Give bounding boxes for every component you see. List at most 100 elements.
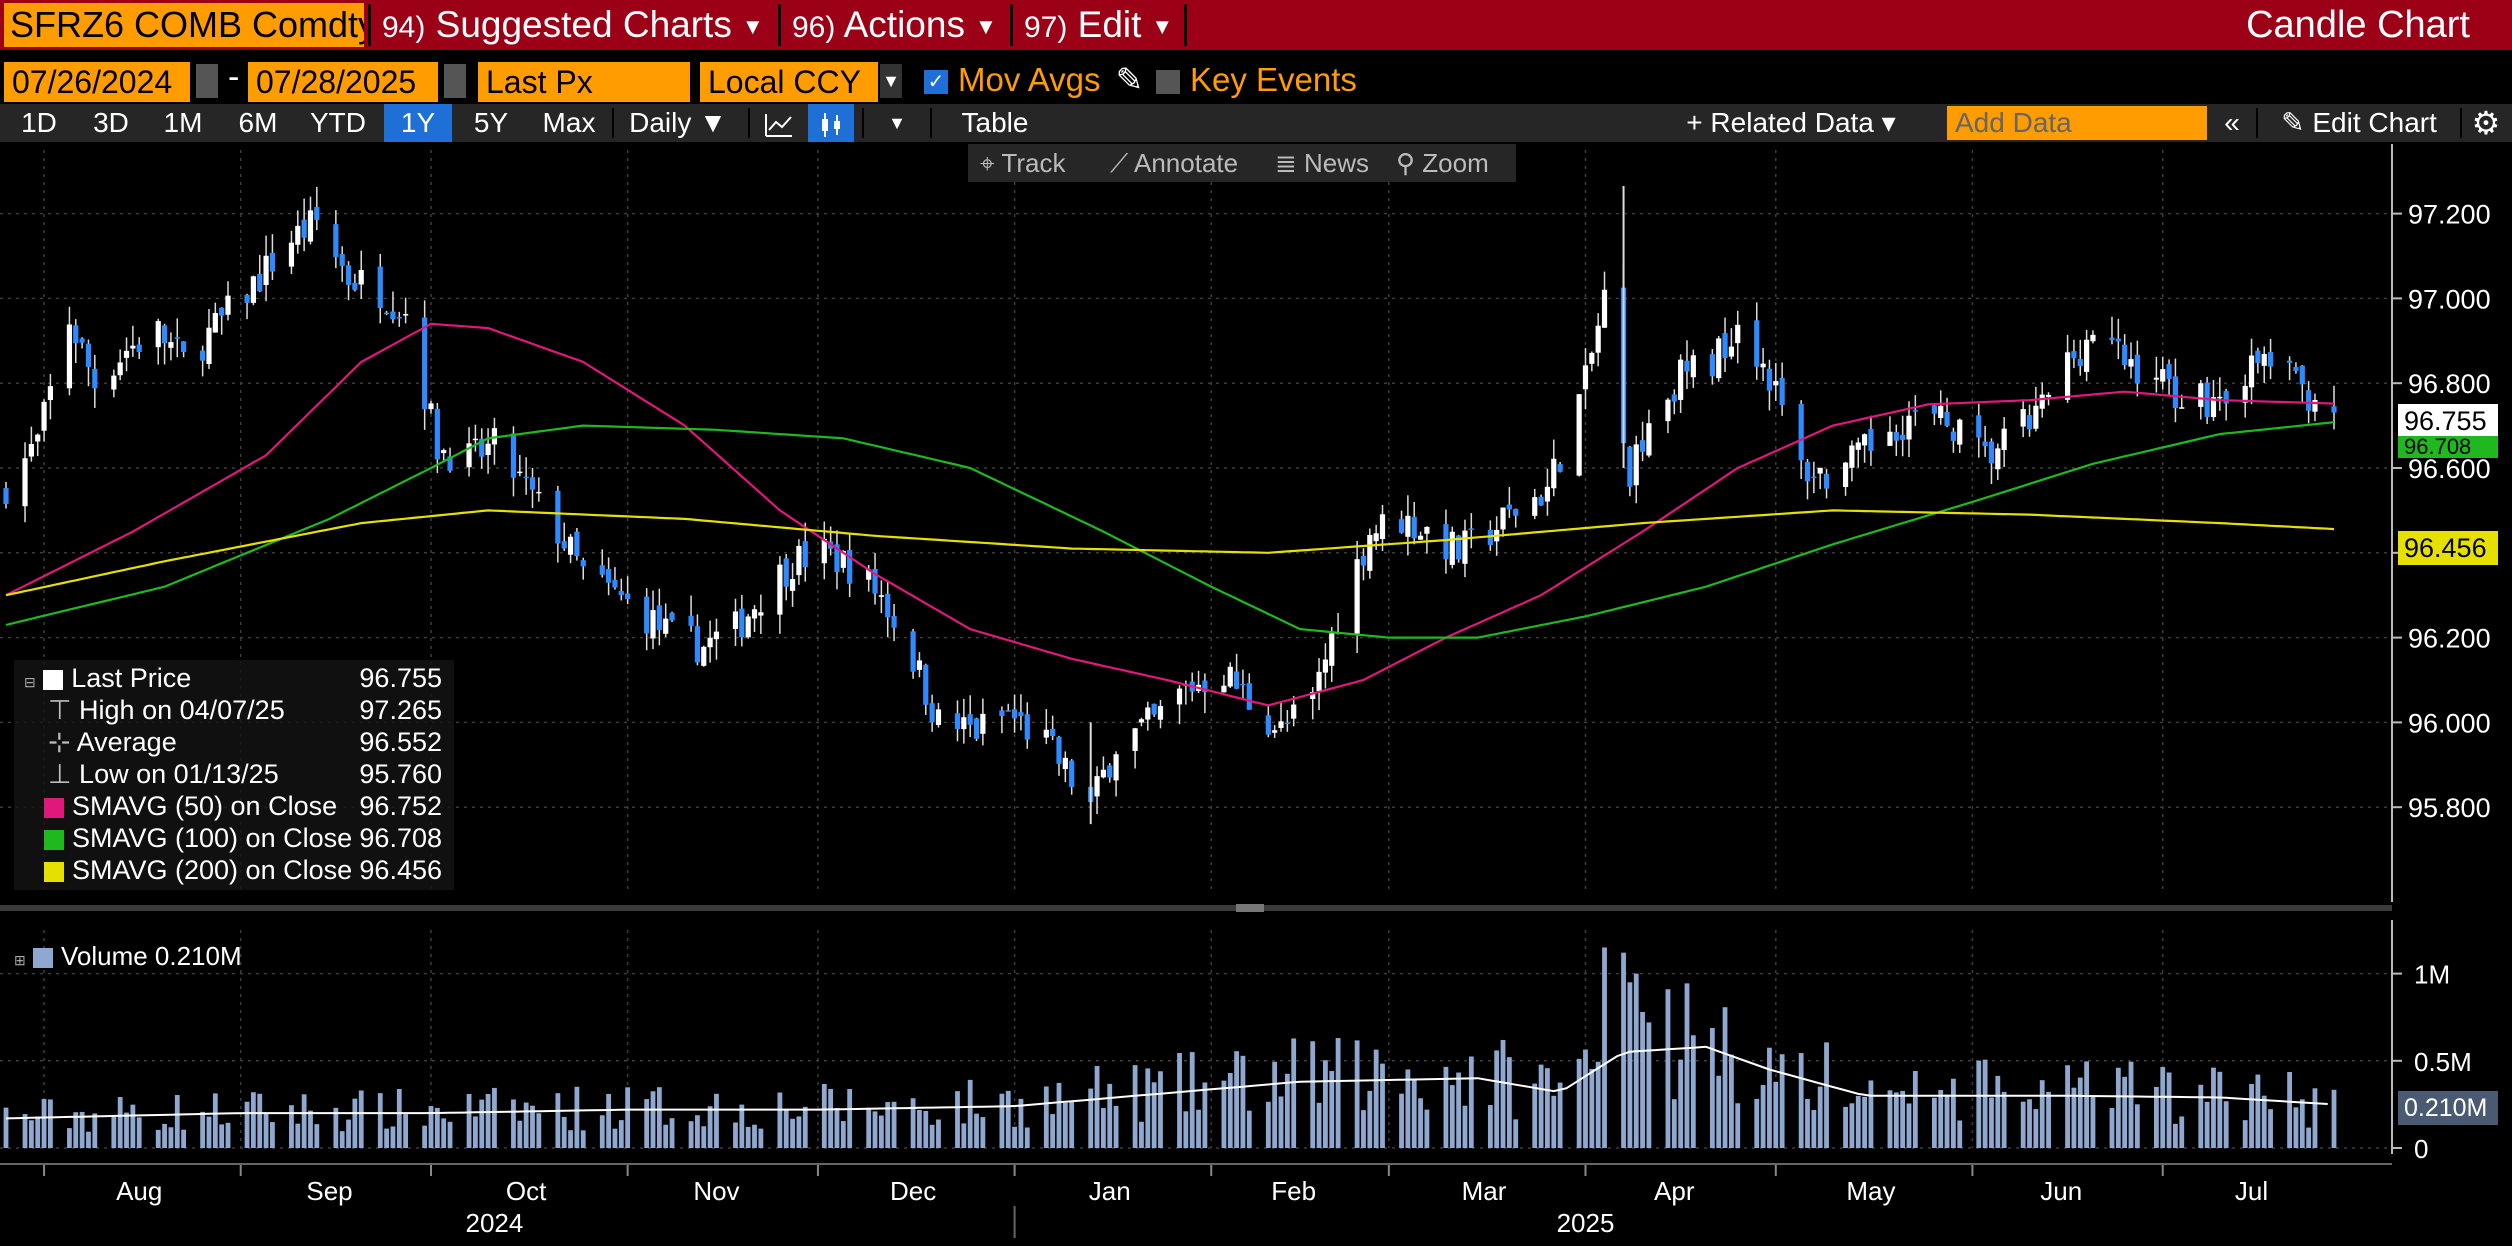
up-candle <box>1424 526 1430 534</box>
down-candle <box>2286 360 2293 363</box>
period-max[interactable]: Max <box>542 107 596 138</box>
up-candle <box>1100 769 1106 778</box>
key-events-toggle[interactable]: Key Events <box>1156 58 1357 102</box>
period-1d[interactable]: 1D <box>21 107 57 138</box>
volume-bar <box>1976 1060 1982 1148</box>
period-5y[interactable]: 5Y <box>473 107 509 138</box>
period-1y[interactable]: 1Y <box>384 104 452 142</box>
sma100-line <box>5 421 2335 639</box>
down-candle <box>1722 333 1728 359</box>
table-button[interactable]: Table <box>961 107 1029 138</box>
legend-sma50[interactable]: SMAVG (50) on Close 96.752 <box>44 790 450 822</box>
checkbox-unchecked-icon[interactable] <box>1156 70 1180 95</box>
legend-value: 96.755 <box>359 663 442 693</box>
chart-style-dropdown-icon[interactable]: ▼ <box>888 113 906 133</box>
year-label: 2024 <box>466 1208 524 1238</box>
down-candle <box>1671 394 1677 402</box>
candle-chart-icon[interactable] <box>808 104 854 142</box>
volume-bar <box>910 1098 916 1148</box>
pencil-icon[interactable]: ✎ <box>1115 61 1144 98</box>
volume-bar <box>1462 1105 1468 1148</box>
period-1m[interactable]: 1M <box>163 107 203 138</box>
checkbox-checked-icon[interactable]: ✓ <box>924 70 948 95</box>
volume-bar <box>1684 983 1690 1148</box>
volume-bar <box>1868 1080 1874 1148</box>
mov-avgs-toggle[interactable]: ✓ Mov Avgs ✎ <box>924 58 1143 102</box>
down-candle <box>422 317 428 410</box>
edit-menu[interactable]: 97) Edit ▼ <box>1024 0 1173 50</box>
edit-chart-button[interactable]: ✎ Edit Chart <box>2262 104 2456 142</box>
month-label: Apr <box>1654 1176 1695 1206</box>
edit-chart-label: Edit Chart <box>2312 107 2437 138</box>
volume-bar <box>174 1094 180 1148</box>
chevron-down-icon[interactable]: ▼ <box>880 64 902 98</box>
period-ytd[interactable]: YTD <box>310 107 366 138</box>
field-selector[interactable]: Last Px <box>478 62 690 102</box>
volume-swatch <box>32 948 53 969</box>
annotate-tool[interactable]: ⟋ Annotate <box>1110 144 1238 182</box>
up-candle <box>536 491 542 494</box>
volume-bar <box>1506 1057 1512 1148</box>
collapse-double-chevron-icon[interactable]: « <box>2224 107 2240 138</box>
frequency-selector[interactable]: Daily ▼ <box>629 107 727 138</box>
up-candle <box>961 717 967 730</box>
volume-bar <box>1418 1098 1423 1148</box>
suggested-charts-menu[interactable]: 94) Suggested Charts ▼ <box>382 0 764 50</box>
legend-sma200[interactable]: SMAVG (200) on Close 96.456 <box>44 854 450 886</box>
down-candle <box>1240 683 1246 686</box>
period-6m[interactable]: 6M <box>238 107 278 138</box>
calendar-icon[interactable] <box>444 64 466 98</box>
up-candle <box>263 255 269 286</box>
legend-sma100[interactable]: SMAVG (100) on Close 96.708 <box>44 822 450 854</box>
calendar-icon[interactable] <box>196 64 218 98</box>
start-date-field[interactable]: 07/26/2024 <box>4 62 190 102</box>
collapse-icon[interactable]: ⊟ <box>24 674 36 690</box>
month-label: Jun <box>2040 1176 2082 1206</box>
month-label: Jan <box>1089 1176 1131 1206</box>
up-candle <box>1322 659 1329 673</box>
news-tool[interactable]: ≣ News <box>1275 144 1369 182</box>
actions-menu[interactable]: 96) Actions ▼ <box>792 0 997 50</box>
up-candle <box>758 612 764 616</box>
down-candle <box>396 317 402 319</box>
expand-icon[interactable]: ⊞ <box>14 952 26 968</box>
line-chart-icon[interactable] <box>756 104 802 142</box>
volume-legend[interactable]: ⊞ Volume 0.210M <box>14 938 242 974</box>
gear-icon[interactable]: ⚙ <box>2471 105 2501 141</box>
add-data-input[interactable]: Add Data <box>1947 106 2207 140</box>
currency-selector[interactable]: Local CCY <box>700 62 878 102</box>
volume-bar <box>961 1123 967 1148</box>
track-tool[interactable]: ⌖ Track <box>980 144 1065 182</box>
line-draw-icon: ⟋ <box>1110 148 1134 178</box>
down-candle <box>3 488 9 505</box>
up-candle <box>1043 729 1049 738</box>
legend-high: ⊤ High on 04/07/25 97.265 <box>48 694 450 726</box>
up-candle <box>288 242 295 267</box>
down-candle <box>161 325 168 344</box>
ticker-field[interactable]: SFRZ6 COMB Comdty <box>4 3 364 47</box>
period-3d[interactable]: 3D <box>93 107 129 138</box>
zoom-tool[interactable]: ⚲ Zoom <box>1396 144 1489 182</box>
volume-bar <box>1665 989 1671 1148</box>
down-candle <box>1931 405 1937 414</box>
volume-bar <box>35 1116 41 1148</box>
volume-bar <box>1468 1056 1474 1148</box>
volume-bar <box>929 1124 935 1148</box>
volume-bar <box>1646 1022 1652 1148</box>
legend-last-price[interactable]: ⊟ Last Price 96.755 <box>24 662 450 694</box>
up-candle <box>123 350 130 358</box>
down-candle <box>1804 461 1811 482</box>
up-candle <box>1449 531 1455 565</box>
down-candle <box>1893 432 1899 441</box>
volume-bar <box>2134 1104 2140 1148</box>
up-candle <box>28 443 34 457</box>
down-candle <box>2166 364 2172 379</box>
volume-bar <box>2001 1091 2007 1148</box>
down-candle <box>73 325 79 344</box>
down-candle <box>200 350 206 361</box>
up-candle <box>2153 377 2159 380</box>
caret-down-icon: ▼ <box>741 14 764 40</box>
related-data-menu[interactable]: + Related Data ▾ <box>1686 107 1896 138</box>
end-date-field[interactable]: 07/28/2025 <box>248 62 438 102</box>
